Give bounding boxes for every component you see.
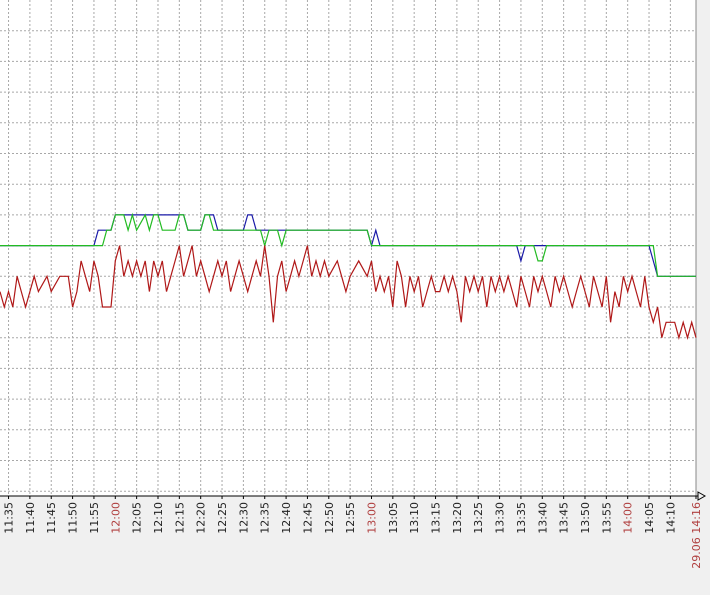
x-tick-label: 11:50: [67, 502, 80, 534]
x-tick-label: 12:00: [109, 502, 122, 534]
series-line-3: [0, 245, 697, 340]
plot-background: [0, 0, 696, 496]
x-tick-label: 12:25: [216, 502, 229, 534]
x-tick-label: 14:00: [622, 502, 635, 534]
x-tick-label: 14:05: [643, 502, 656, 534]
x-tick-label: 13:20: [451, 502, 464, 534]
x-tick-label: 12:35: [259, 502, 272, 534]
x-tick-label: 12:15: [173, 502, 186, 534]
x-tick-label: 13:50: [579, 502, 592, 534]
x-tick-label: 12:20: [195, 502, 208, 534]
x-tick-labels: 11:35 11:40 11:45 11:50 11:55 12:00 12:05 12:10…: [3, 502, 703, 569]
x-tick-label: 13:10: [408, 502, 421, 534]
x-tick-label: 13:25: [472, 502, 485, 534]
x-tick-label: 13:30: [494, 502, 507, 534]
x-tick-label: 13:35: [515, 502, 528, 534]
series-line-1: [0, 214, 696, 277]
x-tick-label: 13:40: [536, 502, 549, 534]
x-tick-label: 12:55: [344, 502, 357, 534]
x-tick-label: 12:05: [131, 502, 144, 534]
x-tick-label: 13:55: [600, 502, 613, 534]
gridlines: [0, 0, 697, 496]
x-tick-label: 12:50: [323, 502, 336, 534]
x-tick-label: 13:05: [387, 502, 400, 534]
x-axis: [0, 491, 707, 501]
x-tick-label: 13:15: [430, 502, 443, 534]
x-tick-label: 12:10: [152, 502, 165, 534]
series-lines: [0, 212, 697, 340]
x-tick-label: 12:30: [237, 502, 250, 534]
x-tick-label: 11:55: [88, 502, 101, 534]
x-tick-label: 11:40: [24, 502, 37, 534]
x-tick-label: 12:45: [301, 502, 314, 534]
x-tick-label: 14:10: [664, 502, 677, 534]
x-tick-label: 11:45: [45, 502, 58, 534]
x-tick-label: 13:00: [365, 502, 378, 534]
x-tick-label: 12:40: [280, 502, 293, 534]
series-line-2: [0, 212, 696, 277]
x-axis-arrow: [697, 491, 707, 501]
x-tick-label: 11:35: [3, 502, 16, 534]
x-tick-label: 29.06 14:16: [690, 502, 703, 569]
x-tick-label: 13:45: [558, 502, 571, 534]
